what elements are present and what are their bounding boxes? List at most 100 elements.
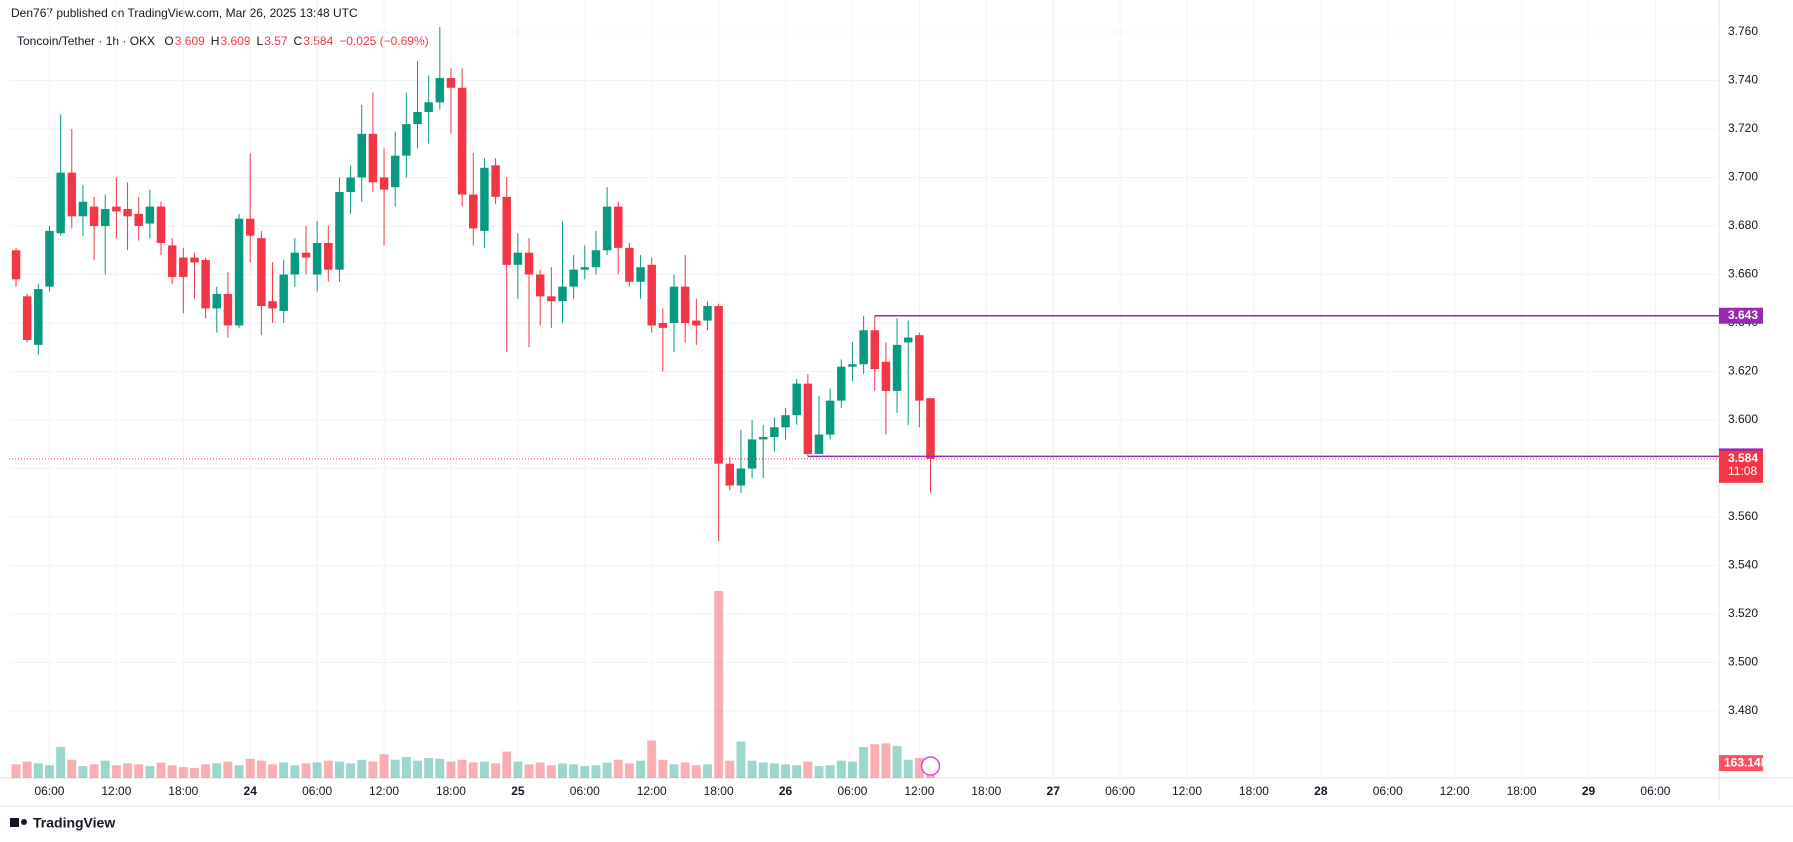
volume-bar — [847, 761, 857, 778]
volume-bar — [680, 762, 690, 778]
legend-key: C — [293, 34, 303, 48]
candle-body — [290, 252, 300, 275]
candle-body — [101, 209, 110, 226]
candle-body — [134, 213, 143, 226]
volume-bar — [368, 761, 378, 778]
legend-value: 3.57 — [264, 34, 288, 48]
volume-bar — [691, 765, 701, 778]
plot-area — [9, 23, 1719, 778]
volume-bar — [190, 767, 199, 778]
candle-body — [647, 264, 656, 326]
y-tick-label: 3.480 — [1728, 703, 1758, 717]
candle-body — [413, 112, 422, 125]
x-tick-label: 12:00 — [1440, 784, 1470, 798]
volume-bar — [736, 741, 746, 778]
volume-bar — [892, 746, 902, 778]
candle-body — [636, 267, 645, 282]
candle-body — [11, 250, 21, 280]
legend-value: 3.609 — [220, 34, 251, 48]
volume-bar — [212, 763, 222, 778]
candle-body — [569, 269, 578, 287]
candle-body — [22, 296, 32, 340]
volume-bar — [457, 759, 467, 778]
candle-body — [223, 293, 233, 326]
volume-bar — [479, 761, 489, 778]
volume-bar — [781, 764, 791, 778]
candle-body — [145, 206, 155, 224]
volume-bar — [714, 591, 724, 778]
candle-body — [759, 437, 768, 440]
legend-value: 3.584 — [303, 34, 334, 48]
candle-body — [89, 206, 99, 226]
x-tick-label: 28 — [1314, 784, 1328, 798]
volume-bar — [513, 761, 523, 778]
header: Den767 published on TradingView.com, Mar… — [11, 6, 358, 20]
candle-body — [580, 267, 590, 270]
volume-bar — [914, 757, 924, 778]
x-tick-label: 18:00 — [168, 784, 198, 798]
y-tick-label: 3.620 — [1728, 364, 1758, 378]
legend-key: O — [164, 34, 174, 48]
countdown-label: 11:08 — [1728, 464, 1757, 478]
volume-bar — [446, 761, 456, 778]
volume-label-box — [1719, 755, 1763, 772]
candle-body — [837, 366, 846, 401]
volume-bar — [413, 760, 422, 778]
grid — [9, 0, 1719, 778]
candle-body — [680, 286, 690, 324]
candle-body — [245, 218, 255, 236]
candle-body — [469, 194, 478, 229]
volume-bar — [379, 754, 389, 778]
volume-bar — [435, 758, 445, 778]
volume-bar — [256, 760, 266, 778]
volume-bar — [647, 740, 657, 778]
candle-body — [45, 230, 54, 287]
x-tick-label: 06:00 — [1373, 784, 1403, 798]
y-tick-label: 3.600 — [1728, 412, 1758, 426]
volume-bar — [301, 763, 311, 778]
volume-bar — [546, 765, 556, 778]
volume-bar — [134, 764, 144, 778]
price-label-box — [1719, 450, 1763, 483]
x-tick-label: 06:00 — [302, 784, 332, 798]
x-tick-label: 12:00 — [904, 784, 934, 798]
candle-body — [179, 257, 188, 277]
volume-bar — [703, 764, 712, 778]
candle-body — [480, 167, 489, 231]
candle-body — [424, 102, 433, 113]
candle-body — [301, 252, 311, 258]
volume-bar — [424, 757, 434, 778]
x-tick-label: 18:00 — [1239, 784, 1269, 798]
x-tick-label: 06:00 — [1105, 784, 1135, 798]
candle-body — [870, 330, 879, 370]
candle-body — [558, 286, 567, 302]
legend-key: H — [210, 34, 220, 48]
x-tick-label: 18:00 — [971, 784, 1001, 798]
candle-body — [368, 133, 378, 183]
volume-bar — [769, 763, 779, 778]
volume-bar — [178, 767, 188, 778]
y-tick-label: 3.760 — [1728, 24, 1758, 38]
candle-body — [402, 124, 411, 156]
y-tick-label: 3.540 — [1728, 558, 1758, 572]
y-tick-label: 3.720 — [1728, 121, 1758, 135]
volume-label: 163.14K — [1724, 755, 1770, 769]
candle-body — [814, 434, 824, 454]
x-tick-label: 25 — [511, 784, 525, 798]
candle-body — [892, 344, 902, 391]
candle-body — [491, 165, 500, 197]
x-tick-label: 29 — [1582, 784, 1596, 798]
volume-bar — [279, 762, 289, 778]
volume-bar — [535, 762, 545, 778]
volume-bar — [223, 761, 233, 778]
volume-bar — [803, 761, 813, 778]
volume-bar — [491, 763, 501, 778]
volume-bar — [903, 759, 913, 778]
candle-body — [736, 468, 746, 486]
volume-bar — [758, 762, 768, 778]
candle-body — [625, 247, 634, 282]
volume-bar — [658, 759, 668, 778]
y-tick-label: 3.660 — [1728, 267, 1758, 281]
